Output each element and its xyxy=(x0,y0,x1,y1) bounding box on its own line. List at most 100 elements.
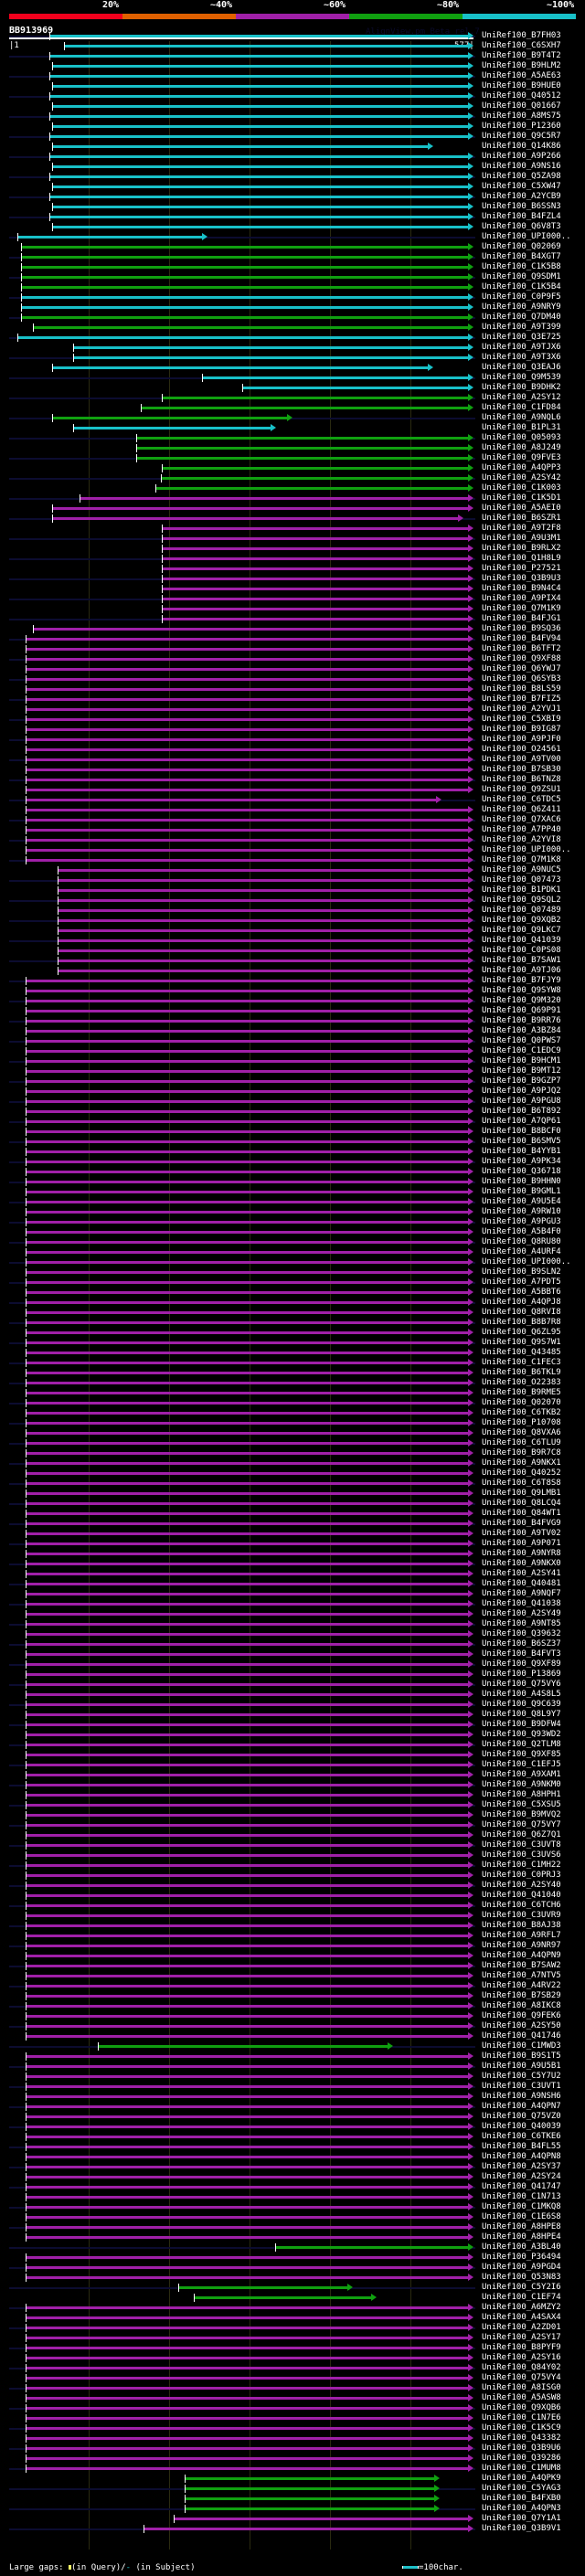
hit-label[interactable]: UniRef100_A2SY49 xyxy=(482,1609,561,1618)
hit-row[interactable]: UniRef100_C1K5D1 xyxy=(0,493,585,504)
alignment-bar[interactable] xyxy=(25,1542,468,1545)
hit-row[interactable]: UniRef100_B4FL55 xyxy=(0,2142,585,2152)
hit-row[interactable]: UniRef100_O24561 xyxy=(0,745,585,755)
hit-row[interactable]: UniRef100_B6SZR1 xyxy=(0,514,585,524)
alignment-bar[interactable] xyxy=(25,658,468,661)
hit-label[interactable]: UniRef100_C1MKQ8 xyxy=(482,2202,561,2211)
hit-row[interactable]: UniRef100_B9N4C4 xyxy=(0,584,585,594)
alignment-bar[interactable] xyxy=(33,628,468,631)
alignment-bar[interactable] xyxy=(162,527,468,530)
hit-label[interactable]: UniRef100_B4FL55 xyxy=(482,2142,561,2151)
hit-label[interactable]: UniRef100_B6SZR1 xyxy=(482,514,561,523)
hit-row[interactable]: UniRef100_A2SY12 xyxy=(0,393,585,403)
hit-label[interactable]: UniRef100_Q07473 xyxy=(482,875,561,885)
hit-label[interactable]: UniRef100_B6TFT2 xyxy=(482,644,561,653)
hit-label[interactable]: UniRef100_A9NSH6 xyxy=(482,2092,561,2101)
hit-label[interactable]: UniRef100_B9MT12 xyxy=(482,1066,561,1076)
hit-label[interactable]: UniRef100_B6TNZ8 xyxy=(482,775,561,784)
hit-label[interactable]: UniRef100_B9T4T2 xyxy=(482,51,561,60)
alignment-bar[interactable] xyxy=(25,1824,468,1827)
hit-label[interactable]: UniRef100_A3BL40 xyxy=(482,2242,561,2252)
hit-label[interactable]: UniRef100_C5XSU5 xyxy=(482,1800,561,1809)
hit-row[interactable]: UniRef100_UPI000.. xyxy=(0,232,585,242)
hit-label[interactable]: UniRef100_A8ISG0 xyxy=(482,2383,561,2392)
hit-label[interactable]: UniRef100_B8LS59 xyxy=(482,684,561,694)
alignment-bar[interactable] xyxy=(25,1603,468,1606)
hit-row[interactable]: UniRef100_P27521 xyxy=(0,564,585,574)
alignment-bar[interactable] xyxy=(25,1583,468,1585)
hit-label[interactable]: UniRef100_B6SZ37 xyxy=(482,1639,561,1648)
alignment-bar[interactable] xyxy=(184,2497,434,2500)
alignment-bar[interactable] xyxy=(25,1110,468,1113)
alignment-bar[interactable] xyxy=(25,1412,468,1415)
alignment-bar[interactable] xyxy=(25,2347,468,2349)
alignment-bar[interactable] xyxy=(25,1613,468,1616)
hit-row[interactable]: UniRef100_A2SY37 xyxy=(0,2162,585,2172)
alignment-bar[interactable] xyxy=(242,387,468,389)
hit-label[interactable]: UniRef100_Q40039 xyxy=(482,2122,561,2131)
alignment-bar[interactable] xyxy=(25,1191,468,1193)
alignment-bar[interactable] xyxy=(25,2437,468,2440)
hit-label[interactable]: UniRef100_A9NKX0 xyxy=(482,1559,561,1568)
hit-label[interactable]: UniRef100_B4FJG1 xyxy=(482,614,561,623)
hit-label[interactable]: UniRef100_A4QPJ8 xyxy=(482,1298,561,1307)
hit-label[interactable]: UniRef100_UPI000.. xyxy=(482,1257,571,1267)
hit-row[interactable]: UniRef100_Q9XQB6 xyxy=(0,2403,585,2413)
alignment-bar[interactable] xyxy=(25,2085,468,2088)
alignment-bar[interactable] xyxy=(25,1965,468,1967)
alignment-bar[interactable] xyxy=(25,1955,468,1957)
alignment-bar[interactable] xyxy=(25,789,468,791)
alignment-bar[interactable] xyxy=(21,286,468,289)
alignment-bar[interactable] xyxy=(25,1422,468,1425)
hit-label[interactable]: UniRef100_C0PS08 xyxy=(482,946,561,955)
hit-label[interactable]: UniRef100_B9SLN2 xyxy=(482,1267,561,1277)
hit-label[interactable]: UniRef100_A4QPK9 xyxy=(482,2474,561,2483)
hit-row[interactable]: UniRef100_C1N7E6 xyxy=(0,2413,585,2423)
alignment-bar[interactable] xyxy=(25,1723,468,1726)
alignment-bar[interactable] xyxy=(49,75,468,78)
hit-row[interactable]: UniRef100_A9NQF7 xyxy=(0,1589,585,1599)
hit-label[interactable]: UniRef100_A9PJQ2 xyxy=(482,1087,561,1096)
hit-row[interactable]: UniRef100_A9PJQ2 xyxy=(0,1087,585,1097)
alignment-bar[interactable] xyxy=(25,1653,468,1656)
hit-label[interactable]: UniRef100_Q6SYB3 xyxy=(482,674,561,684)
hit-label[interactable]: UniRef100_C1FEC3 xyxy=(482,1358,561,1367)
alignment-bar[interactable] xyxy=(16,336,468,339)
hit-label[interactable]: UniRef100_B7FIZ5 xyxy=(482,694,561,704)
alignment-bar[interactable] xyxy=(25,1633,468,1636)
alignment-bar[interactable] xyxy=(57,869,468,872)
hit-label[interactable]: UniRef100_Q9XF89 xyxy=(482,1659,561,1669)
hit-label[interactable]: UniRef100_B8B7R8 xyxy=(482,1318,561,1327)
hit-row[interactable]: UniRef100_Q93WD2 xyxy=(0,1730,585,1740)
hit-row[interactable]: UniRef100_C5Y7U2 xyxy=(0,2072,585,2082)
alignment-bar[interactable] xyxy=(25,698,468,701)
hit-label[interactable]: UniRef100_A9P071 xyxy=(482,1539,561,1548)
alignment-bar[interactable] xyxy=(25,1713,468,1716)
hit-row[interactable]: UniRef100_C1N713 xyxy=(0,2192,585,2202)
hit-row[interactable]: UniRef100_C1EDC9 xyxy=(0,1046,585,1056)
hit-label[interactable]: UniRef100_B4FV94 xyxy=(482,634,561,643)
alignment-bar[interactable] xyxy=(49,196,468,198)
hit-label[interactable]: UniRef100_C6SXH7 xyxy=(482,41,561,50)
hit-row[interactable]: UniRef100_A7PP40 xyxy=(0,825,585,835)
hit-row[interactable]: UniRef100_P12360 xyxy=(0,122,585,132)
hit-row[interactable]: UniRef100_C5XBI9 xyxy=(0,715,585,725)
alignment-bar[interactable] xyxy=(25,1301,468,1304)
alignment-bar[interactable] xyxy=(25,1080,468,1083)
hit-row[interactable]: UniRef100_A4QPN9 xyxy=(0,1951,585,1961)
hit-row[interactable]: UniRef100_A9P266 xyxy=(0,152,585,162)
hit-row[interactable]: UniRef100_Q84Y02 xyxy=(0,2363,585,2373)
hit-row[interactable]: UniRef100_B4FXB0 xyxy=(0,2494,585,2504)
hit-row[interactable]: UniRef100_A5BBT6 xyxy=(0,1288,585,1298)
hit-row[interactable]: UniRef100_A6MZY2 xyxy=(0,2303,585,2313)
hit-row[interactable]: UniRef100_A9RW10 xyxy=(0,1207,585,1217)
alignment-bar[interactable] xyxy=(25,1331,468,1334)
hit-label[interactable]: UniRef100_A9T399 xyxy=(482,323,561,332)
hit-label[interactable]: UniRef100_O22383 xyxy=(482,1378,561,1387)
hit-label[interactable]: UniRef100_A4QPN3 xyxy=(482,2504,561,2513)
hit-row[interactable]: UniRef100_A8IKC8 xyxy=(0,2001,585,2011)
hit-row[interactable]: UniRef100_Q43485 xyxy=(0,1348,585,1358)
hit-row[interactable]: UniRef100_Q7Y1A1 xyxy=(0,2514,585,2524)
hit-label[interactable]: UniRef100_B7FJY9 xyxy=(482,976,561,985)
alignment-bar[interactable] xyxy=(25,2075,468,2078)
